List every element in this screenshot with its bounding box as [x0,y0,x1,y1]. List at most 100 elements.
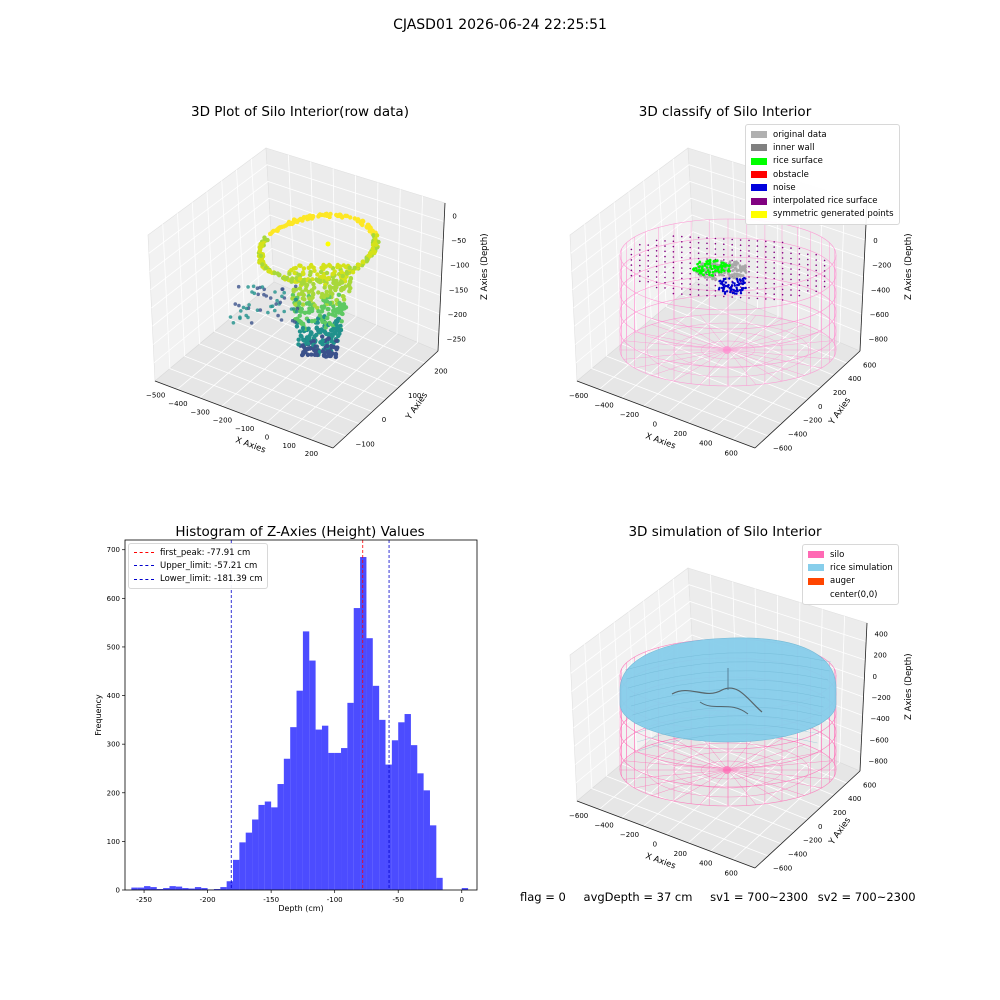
data-point [293,302,298,307]
data-point [290,220,295,225]
raw-x-axis-label: X Axies [234,435,267,455]
data-point [312,285,317,290]
data-point [290,318,295,323]
data-point [271,228,276,234]
legend-item: interpolated rice surface [751,194,894,207]
data-point [278,300,283,305]
data-point [344,271,350,276]
legend-item: symmetric generated points [751,208,894,221]
data-point [306,318,311,324]
data-point [331,277,336,283]
data-point [294,219,300,225]
data-point [348,276,354,281]
data-point [255,308,260,313]
y-tick-label: 200 [434,368,447,376]
data-point [336,327,341,333]
y-tick-label: 0 [382,416,386,424]
x-tick-label: −200 [213,417,232,425]
data-point [311,339,316,344]
raw-axes-box [147,147,446,449]
data-point [320,342,325,347]
data-point [307,279,313,284]
data-point [318,280,323,285]
data-point [297,329,303,334]
data-point [341,263,346,268]
data-point [328,321,333,327]
data-point [313,344,318,349]
data-point [291,266,296,271]
data-point [307,310,312,315]
legend-label: symmetric generated points [773,209,894,220]
data-point [306,300,312,305]
data-point [309,264,314,269]
legend-swatch [751,171,767,179]
data-point [298,263,303,268]
data-point [269,304,273,309]
raw-z-axis-label: Z Axies (Depth) [480,233,490,300]
z-axis-line [437,202,446,352]
data-point [348,215,353,220]
legend-swatch [808,591,824,599]
data-point [299,281,304,286]
data-point [312,303,317,308]
legend-item: original data [751,128,894,141]
data-point [301,266,307,271]
data-point [264,294,269,298]
y-tick-label: −100 [356,440,375,448]
data-point [326,336,331,341]
data-point [295,316,300,321]
data-point [332,307,337,312]
legend-label: rice simulation [830,562,893,573]
data-point [330,332,335,337]
data-point [330,326,336,332]
data-point [339,287,344,292]
z-tick-label: −50 [451,237,466,245]
legend-label: auger [830,576,855,587]
data-point [329,339,334,344]
simulation-legend: silo rice simulation auger center(0,0) [802,544,899,606]
data-point [299,291,305,296]
z-tick-label: −250 [447,336,466,344]
x-tick-label: −400 [168,400,187,408]
legend-label: Upper_limit: -57.21 cm [160,560,258,571]
legend-swatch [134,565,154,567]
histogram-legend: first_peak: -77.91 cm Upper_limit: -57.21… [128,543,269,589]
legend-swatch [751,197,767,205]
data-point [308,332,313,337]
data-point [279,224,285,230]
data-point [333,287,338,293]
data-point [315,272,320,277]
data-point [370,250,375,255]
data-point [241,305,246,310]
data-point [355,218,360,224]
data-point [319,274,324,279]
data-point [307,272,313,278]
data-point [275,271,280,276]
data-point [343,284,348,289]
data-point [294,324,300,329]
x-tick-label: 100 [282,442,295,450]
legend-swatch [134,552,154,554]
legend-label: rice surface [773,156,823,167]
data-point [262,236,267,242]
z-tick-label: −200 [448,311,467,319]
data-point [336,324,341,330]
legend-swatch [808,564,824,572]
legend-label: original data [773,129,827,140]
grid-line [199,161,316,399]
data-point [370,246,375,251]
data-point [336,292,342,297]
grid-line [206,191,386,400]
x-tick-label: −100 [235,425,254,433]
legend-label: interpolated rice surface [773,196,878,207]
data-point [301,337,306,342]
data-point [320,334,325,339]
data-point [300,302,306,307]
y-axis-line [332,350,439,449]
data-point [282,290,287,295]
data-point [313,349,318,355]
data-point [237,303,241,308]
data-point [326,307,331,312]
legend-item: noise [751,181,894,194]
data-point [329,285,334,290]
